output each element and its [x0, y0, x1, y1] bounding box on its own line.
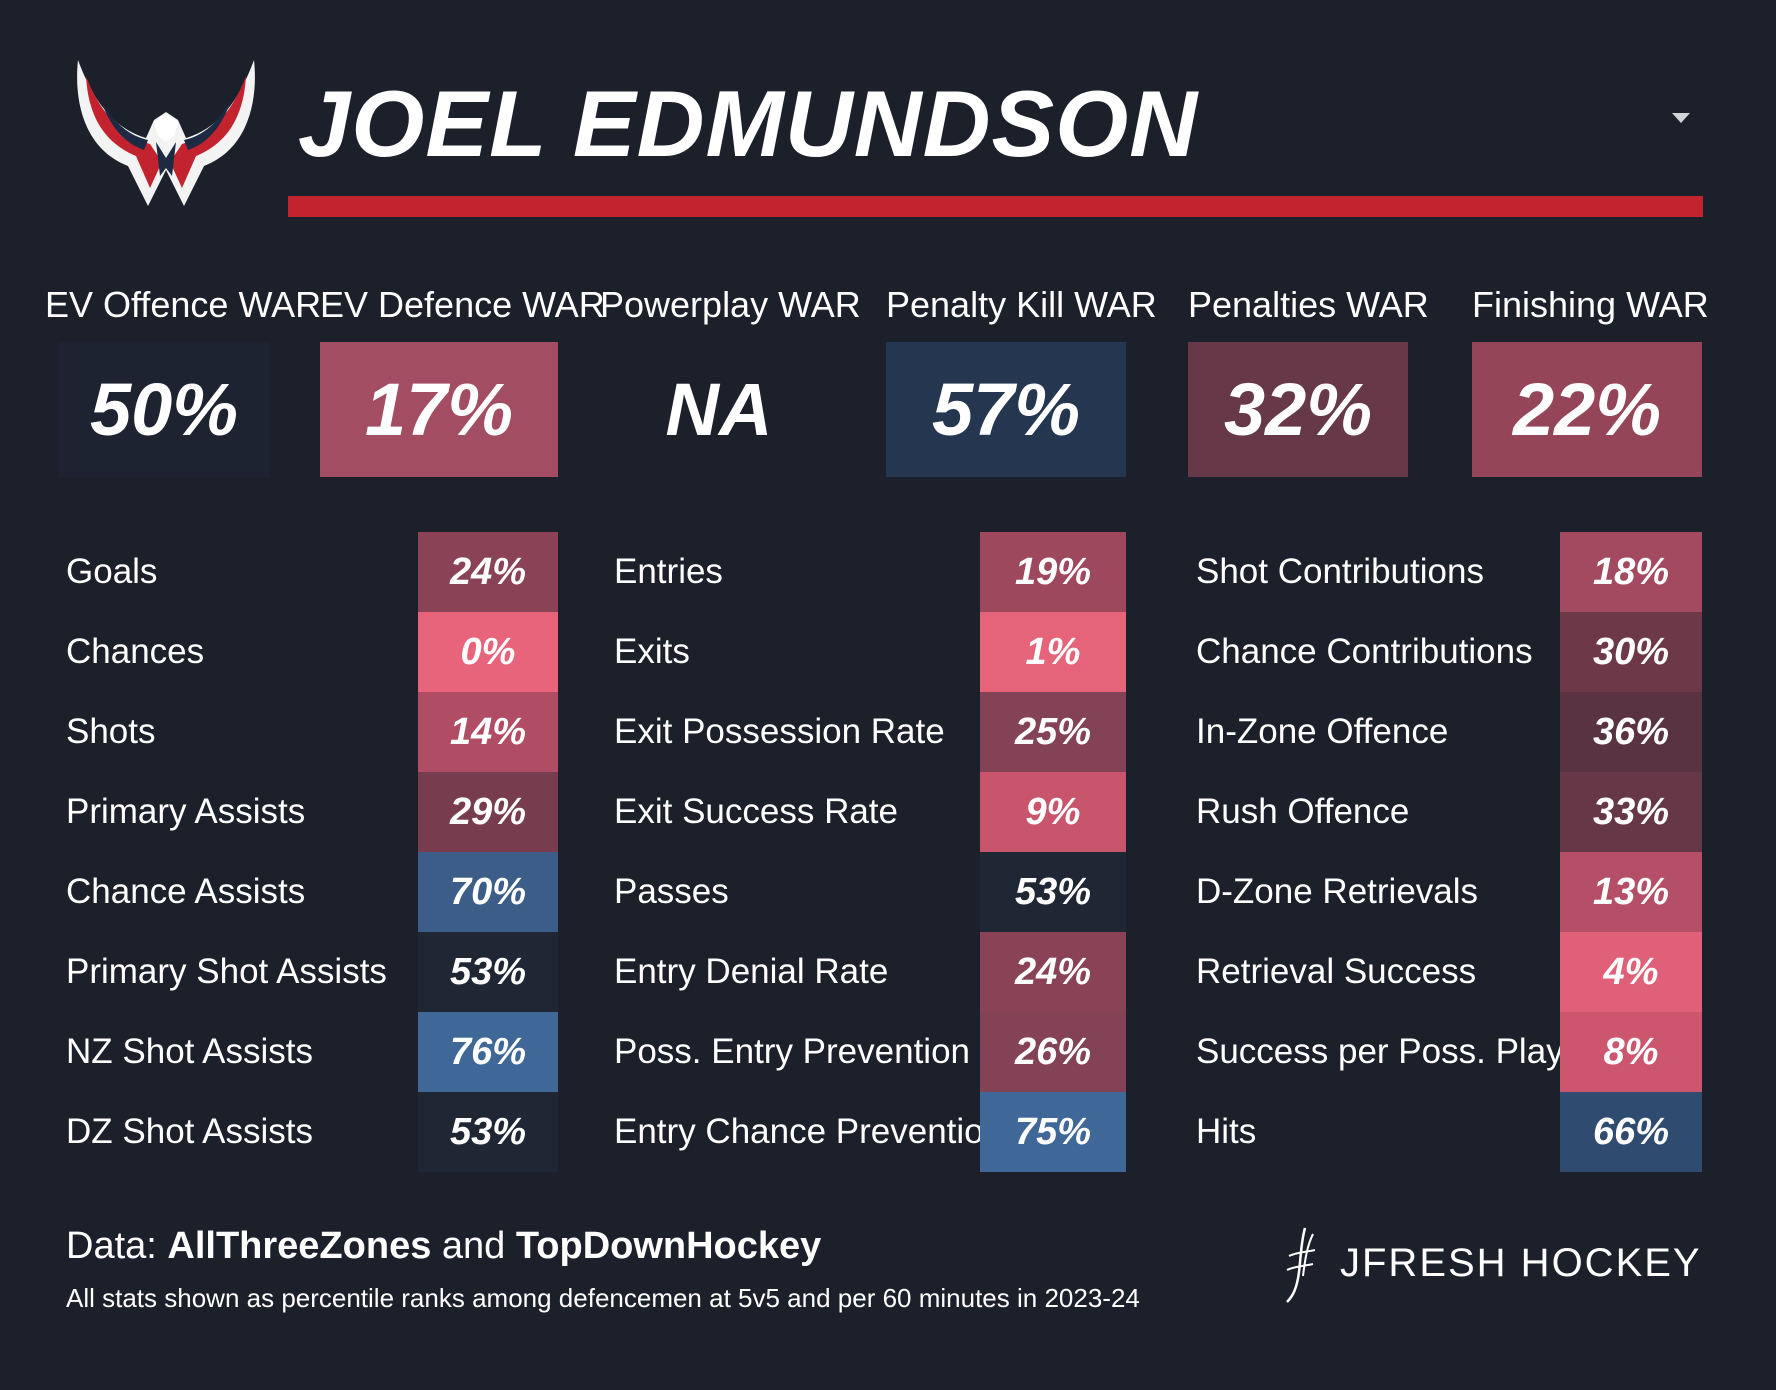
stat-label: Entry Chance Prevention [614, 1112, 1004, 1151]
source-allthreezones: AllThreeZones [167, 1225, 432, 1267]
stat-value-cell: 19% [980, 532, 1126, 612]
war-label-powerplay: Powerplay WAR [600, 284, 861, 325]
stat-value-cell: 26% [980, 1012, 1126, 1092]
footer-note: All stats shown as percentile ranks amon… [66, 1283, 1140, 1313]
stat-label: Passes [614, 872, 729, 911]
stat-value-cell: 0% [418, 612, 558, 692]
stat-value-cell: 66% [1560, 1092, 1702, 1172]
stat-value-cell: 30% [1560, 612, 1702, 692]
stat-label: Chance Contributions [1196, 632, 1533, 671]
stat-label: Primary Assists [66, 792, 306, 831]
stat-label: Goals [66, 552, 158, 591]
war-label-ev-defence: EV Defence WAR [320, 284, 605, 325]
stat-label: Entries [614, 552, 723, 591]
stat-label: Retrieval Success [1196, 952, 1477, 991]
stat-label: Hits [1196, 1112, 1257, 1151]
stat-label: DZ Shot Assists [66, 1112, 314, 1151]
chevron-down-icon[interactable] [1672, 113, 1690, 123]
war-value-powerplay: NA [610, 342, 828, 477]
war-label-penalties: Penalties WAR [1188, 284, 1429, 325]
stat-value-cell: 1% [980, 612, 1126, 692]
stat-label: D-Zone Retrievals [1196, 872, 1479, 911]
war-value-penalty-kill: 57% [886, 342, 1126, 477]
source-conjunction: and [431, 1225, 516, 1267]
stat-label: Exits [614, 632, 690, 671]
stat-value-cell: 13% [1560, 852, 1702, 932]
stat-value-cell: 36% [1560, 692, 1702, 772]
stat-value-cell: 70% [418, 852, 558, 932]
stat-value-cell: 75% [980, 1092, 1126, 1172]
war-value-ev-offence: 50% [58, 342, 270, 477]
stat-label: Rush Offence [1196, 792, 1410, 831]
stat-value-cell: 29% [418, 772, 558, 852]
stat-value-cell: 24% [418, 532, 558, 612]
war-value-penalties: 32% [1188, 342, 1408, 477]
stat-label: Primary Shot Assists [66, 952, 387, 991]
stat-value-cell: 9% [980, 772, 1126, 852]
stat-label: Shots [66, 712, 156, 751]
stat-value-cell: 33% [1560, 772, 1702, 852]
stat-label: Success per Poss. Play [1196, 1032, 1564, 1071]
stat-value-cell: 18% [1560, 532, 1702, 612]
stat-label: NZ Shot Assists [66, 1032, 314, 1071]
stat-value-cell: 76% [418, 1012, 558, 1092]
stat-label: In-Zone Offence [1196, 712, 1449, 751]
stat-value-cell: 53% [980, 852, 1126, 932]
stat-label: Chances [66, 632, 205, 671]
player-name-title: JOEL EDMUNDSON [298, 71, 1199, 176]
jfresh-signature-icon [1286, 1227, 1316, 1303]
stat-value-cell: 53% [418, 932, 558, 1012]
data-source-credit: Data: AllThreeZones and TopDownHockey [66, 1216, 821, 1276]
stat-label: Shot Contributions [1196, 552, 1484, 591]
data-prefix: Data: [66, 1225, 168, 1267]
stat-value-cell: 14% [418, 692, 558, 772]
stat-label: Poss. Entry Prevention [614, 1032, 970, 1071]
war-label-penalty-kill: Penalty Kill WAR [886, 284, 1157, 325]
stat-label: Chance Assists [66, 872, 306, 911]
war-value-ev-defence: 17% [320, 342, 558, 477]
stat-value-cell: 4% [1560, 932, 1702, 1012]
stat-value-cell: 25% [980, 692, 1126, 772]
stat-value-cell: 8% [1560, 1012, 1702, 1092]
war-label-ev-offence: EV Offence WAR [45, 284, 322, 325]
brand-name: JFRESH HOCKEY [1340, 1241, 1702, 1285]
war-label-finishing: Finishing WAR [1472, 284, 1709, 325]
stat-label: Entry Denial Rate [614, 952, 889, 991]
stat-label: Exit Success Rate [614, 792, 898, 831]
title-underline [288, 196, 1703, 217]
stat-value-cell: 53% [418, 1092, 558, 1172]
stat-value-cell: 24% [980, 932, 1126, 1012]
source-topdownhockey: TopDownHockey [515, 1225, 822, 1267]
eagle-wings-logo-icon [77, 60, 255, 206]
war-value-finishing: 22% [1472, 342, 1702, 477]
stat-label: Exit Possession Rate [614, 712, 945, 751]
